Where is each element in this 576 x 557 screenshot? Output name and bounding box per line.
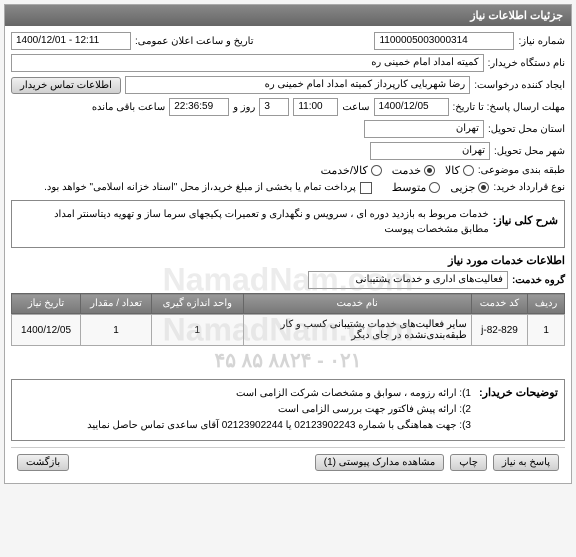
remaining-time: 22:36:59: [169, 98, 229, 116]
purchase-type-group: جزیی متوسط: [392, 181, 490, 194]
purchase-type-label: نوع قرارداد خرید:: [493, 182, 565, 193]
need-number-value: 1100005003000314: [374, 32, 514, 50]
radio-kala[interactable]: کالا: [445, 164, 474, 177]
cell-name-l2: طبقه‌بندی‌نشده در جای دیگر: [248, 330, 467, 341]
remaining-label: ساعت باقی مانده: [92, 102, 165, 113]
col-name: نام خدمت: [243, 294, 471, 314]
city-label: شهر محل تحویل:: [494, 146, 565, 157]
col-unit: واحد اندازه گیری: [151, 294, 243, 314]
province-label: استان محل تحویل:: [488, 124, 565, 135]
col-qty: تعداد / مقدار: [81, 294, 152, 314]
cell-num: 1: [528, 315, 565, 346]
buyer-org-value: کمیته امداد امام خمینی ره: [11, 54, 484, 72]
cell-name: سایر فعالیت‌های خدمات پشتیبانی کسب و کار…: [243, 315, 471, 346]
table-row: 1 j-82-829 سایر فعالیت‌های خدمات پشتیبان…: [12, 315, 565, 346]
buyer-org-label: نام دستگاه خریدار:: [488, 58, 565, 69]
group-value: فعالیت‌های اداری و خدمات پشتیبانی: [308, 271, 508, 289]
province-value: تهران: [364, 120, 484, 138]
radio-khadmat[interactable]: خدمت: [392, 164, 435, 177]
days-value: 3: [259, 98, 289, 116]
desc-text: خدمات مربوط به بازدید دوره ای ، سرویس و …: [54, 207, 489, 237]
col-code: کد خدمت: [471, 294, 528, 314]
creator-value: رضا شهربایی کارپرداز کمیته امداد امام خم…: [125, 76, 470, 94]
group-label: گروه خدمت:: [512, 275, 565, 286]
radio-medium[interactable]: متوسط: [392, 181, 441, 194]
days-label: روز و: [233, 102, 255, 113]
kala-label: کالا: [445, 164, 460, 177]
watermark-phone: ۰۲۱ - ۸۸۲۴ ۸۵ ۴۵: [11, 348, 565, 373]
col-date: تاریخ نیاز: [12, 294, 81, 314]
cell-unit: 1: [151, 315, 243, 346]
city-value: تهران: [370, 142, 490, 160]
need-number-label: شماره نیاز:: [518, 36, 565, 47]
cell-qty: 1: [81, 315, 152, 346]
deadline-label: مهلت ارسال پاسخ: تا تاریخ:: [453, 102, 565, 113]
note-1: 1): ارائه رزومه ، سوابق و مشخصات شرکت ال…: [87, 386, 471, 402]
deadline-date: 1400/12/05: [374, 98, 449, 116]
note-2: 2): ارائه پیش فاکتور جهت بررسی الزامی اس…: [87, 402, 471, 418]
medium-label: متوسط: [392, 181, 427, 194]
note-3: 3): جهت هماهنگی با شماره 02123902243 یا …: [87, 418, 471, 434]
table-header-row: ردیف کد خدمت نام خدمت واحد اندازه گیری ت…: [12, 294, 565, 314]
radio-retail[interactable]: جزیی: [450, 181, 489, 194]
khadmat-label: خدمت: [392, 164, 421, 177]
reply-button[interactable]: پاسخ به نیاز: [493, 454, 559, 471]
services-header: اطلاعات خدمات مورد نیاز: [11, 254, 565, 267]
print-button[interactable]: چاپ: [450, 454, 487, 471]
retail-label: جزیی: [450, 181, 475, 194]
cell-code: j-82-829: [471, 315, 528, 346]
kala-khadmat-label: کالا/خدمت: [321, 164, 368, 177]
desc-line1: خدمات مربوط به بازدید دوره ای ، سرویس و …: [54, 207, 489, 222]
subject-type-group: کالا خدمت کالا/خدمت: [321, 164, 474, 177]
desc-line2: مطابق مشخصات پیوست: [54, 222, 489, 237]
payment-note: پرداخت تمام یا بخشی از مبلغ خرید،از محل …: [44, 182, 356, 193]
cell-date: 1400/12/05: [12, 315, 81, 346]
back-button[interactable]: بازگشت: [17, 454, 69, 471]
cell-name-l1: سایر فعالیت‌های خدمات پشتیبانی کسب و کار: [248, 319, 467, 330]
radio-kala-khadmat[interactable]: کالا/خدمت: [321, 164, 382, 177]
buyer-notes-text: 1): ارائه رزومه ، سوابق و مشخصات شرکت ال…: [87, 386, 471, 434]
creator-label: ایجاد کننده درخواست:: [474, 80, 565, 91]
deadline-time: 11:00: [293, 98, 338, 116]
services-table: ردیف کد خدمت نام خدمت واحد اندازه گیری ت…: [11, 293, 565, 346]
announce-value: 1400/12/01 - 12:11: [11, 32, 131, 50]
attachments-button[interactable]: مشاهده مدارک پیوستی (1): [315, 454, 445, 471]
buyer-notes-label: توضیحات خریدار:: [479, 386, 558, 434]
announce-label: تاریخ و ساعت اعلان عمومی:: [135, 36, 254, 47]
treasury-checkbox[interactable]: [360, 182, 372, 194]
desc-label: شرح کلی نیاز:: [493, 214, 558, 227]
subject-type-label: طبقه بندی موضوعی:: [478, 165, 565, 176]
contact-info-button[interactable]: اطلاعات تماس خریدار: [11, 77, 121, 94]
col-row: ردیف: [528, 294, 565, 314]
panel-title: جزئیات اطلاعات نیاز: [5, 5, 571, 26]
time-label-1: ساعت: [342, 102, 369, 113]
